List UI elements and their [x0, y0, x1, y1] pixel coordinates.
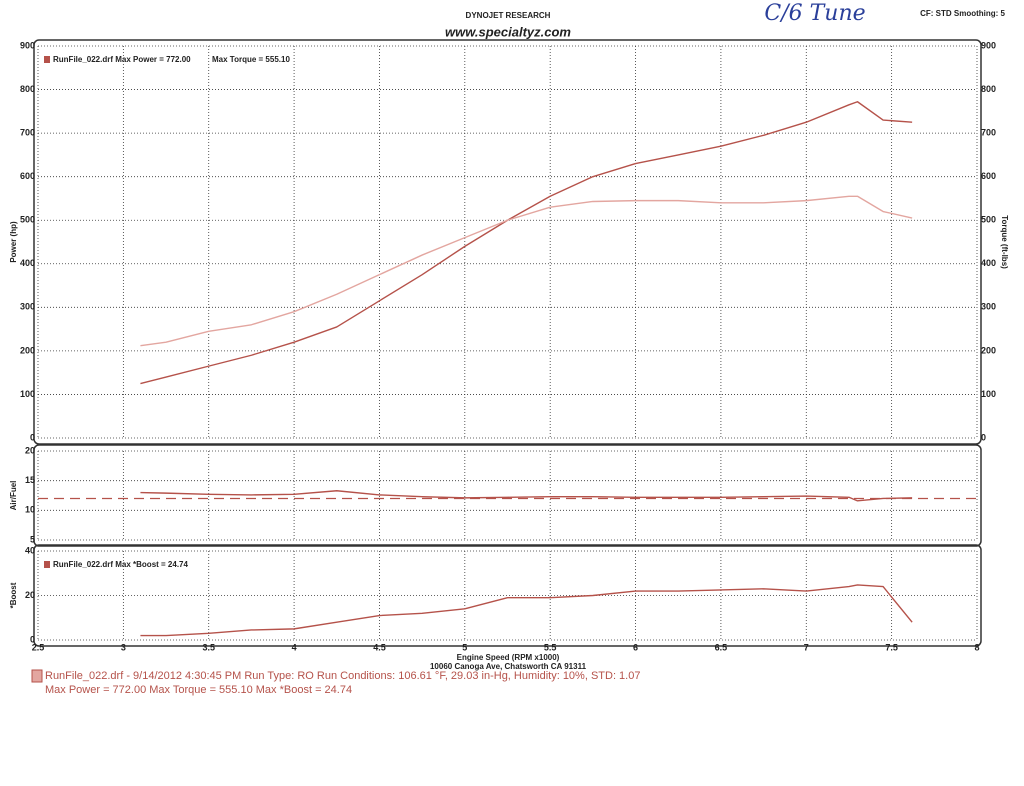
x-tick-label: 7.5 [885, 642, 898, 652]
panel-frame [33, 544, 982, 647]
y2-tick-label: 500 [981, 215, 996, 225]
x-tick-label: 3.5 [202, 642, 215, 652]
y-tick-label: 700 [20, 127, 35, 137]
website: www.specialtyz.com [445, 24, 571, 39]
series-line [140, 490, 913, 502]
y2-tick-label: 900 [981, 40, 996, 50]
x-tick-label: 2.5 [32, 642, 45, 652]
y-tick-label: 900 [20, 40, 35, 50]
y2-tick-label: 600 [981, 171, 996, 181]
y-tick-label: 5 [30, 534, 35, 544]
legend-text: RunFile_022.drf Max Power = 772.00 [53, 55, 191, 64]
handwritten-note: C/6 Tune [764, 1, 865, 26]
y-tick-label: 20 [25, 590, 35, 600]
maxima: Max Power = 772.00 Max Torque = 555.10 M… [45, 684, 352, 696]
y-tick-label: 10 [25, 505, 35, 515]
series-line [140, 101, 913, 385]
series-line [140, 195, 913, 347]
y-axis-label: Air/Fuel [9, 481, 18, 511]
y2-tick-label: 400 [981, 258, 996, 268]
x-tick-label: 3 [121, 642, 126, 652]
settings: CF: STD Smoothing: 5 [920, 9, 1005, 18]
y2-tick-label: 200 [981, 345, 996, 355]
y-tick-label: 800 [20, 84, 35, 94]
y-tick-label: 200 [20, 345, 35, 355]
x-tick-label: 6.5 [715, 642, 728, 652]
run-info: RunFile_022.drf - 9/14/2012 4:30:45 PM R… [45, 670, 640, 682]
x-tick-label: 4 [292, 642, 297, 652]
x-tick-label: 5.5 [544, 642, 557, 652]
y2-tick-label: 100 [981, 389, 996, 399]
y-tick-label: 600 [20, 171, 35, 181]
x-tick-label: 7 [804, 642, 809, 652]
legend-swatch [44, 561, 50, 568]
y2-axis-label: Torque (ft-lbs) [1000, 215, 1009, 269]
y2-tick-label: 300 [981, 302, 996, 312]
y-tick-label: 15 [25, 475, 35, 485]
y2-tick-label: 700 [981, 127, 996, 137]
x-tick-label: 8 [974, 642, 979, 652]
x-tick-label: 5 [462, 642, 467, 652]
x-tick-label: 4.5 [373, 642, 386, 652]
y-tick-label: 100 [20, 389, 35, 399]
y-axis-label: Power (hp) [9, 221, 18, 263]
y2-tick-label: 0 [981, 432, 986, 442]
y-tick-label: 400 [20, 258, 35, 268]
footer-swatch [31, 669, 43, 683]
y-tick-label: 300 [20, 302, 35, 312]
company: DYNOJET RESEARCH [466, 11, 551, 20]
panel-frame [33, 444, 982, 547]
x-axis-label: Engine Speed (RPM x1000) [457, 653, 560, 662]
series-line [140, 584, 913, 637]
y-tick-label: 0 [30, 432, 35, 442]
panel-frame [33, 39, 982, 445]
y-axis-label: *Boost [9, 582, 18, 608]
y-tick-label: 500 [20, 215, 35, 225]
x-tick-label: 6 [633, 642, 638, 652]
y-tick-label: 0 [30, 634, 35, 644]
y2-tick-label: 800 [981, 84, 996, 94]
y-tick-label: 40 [25, 545, 35, 555]
address: 10060 Canoga Ave, Chatsworth CA 91311 [430, 662, 587, 671]
legend-text: Max Torque = 555.10 [212, 55, 290, 64]
y-tick-label: 20 [25, 445, 35, 455]
legend-swatch [44, 56, 50, 63]
legend-text: RunFile_022.drf Max *Boost = 24.74 [53, 560, 188, 569]
